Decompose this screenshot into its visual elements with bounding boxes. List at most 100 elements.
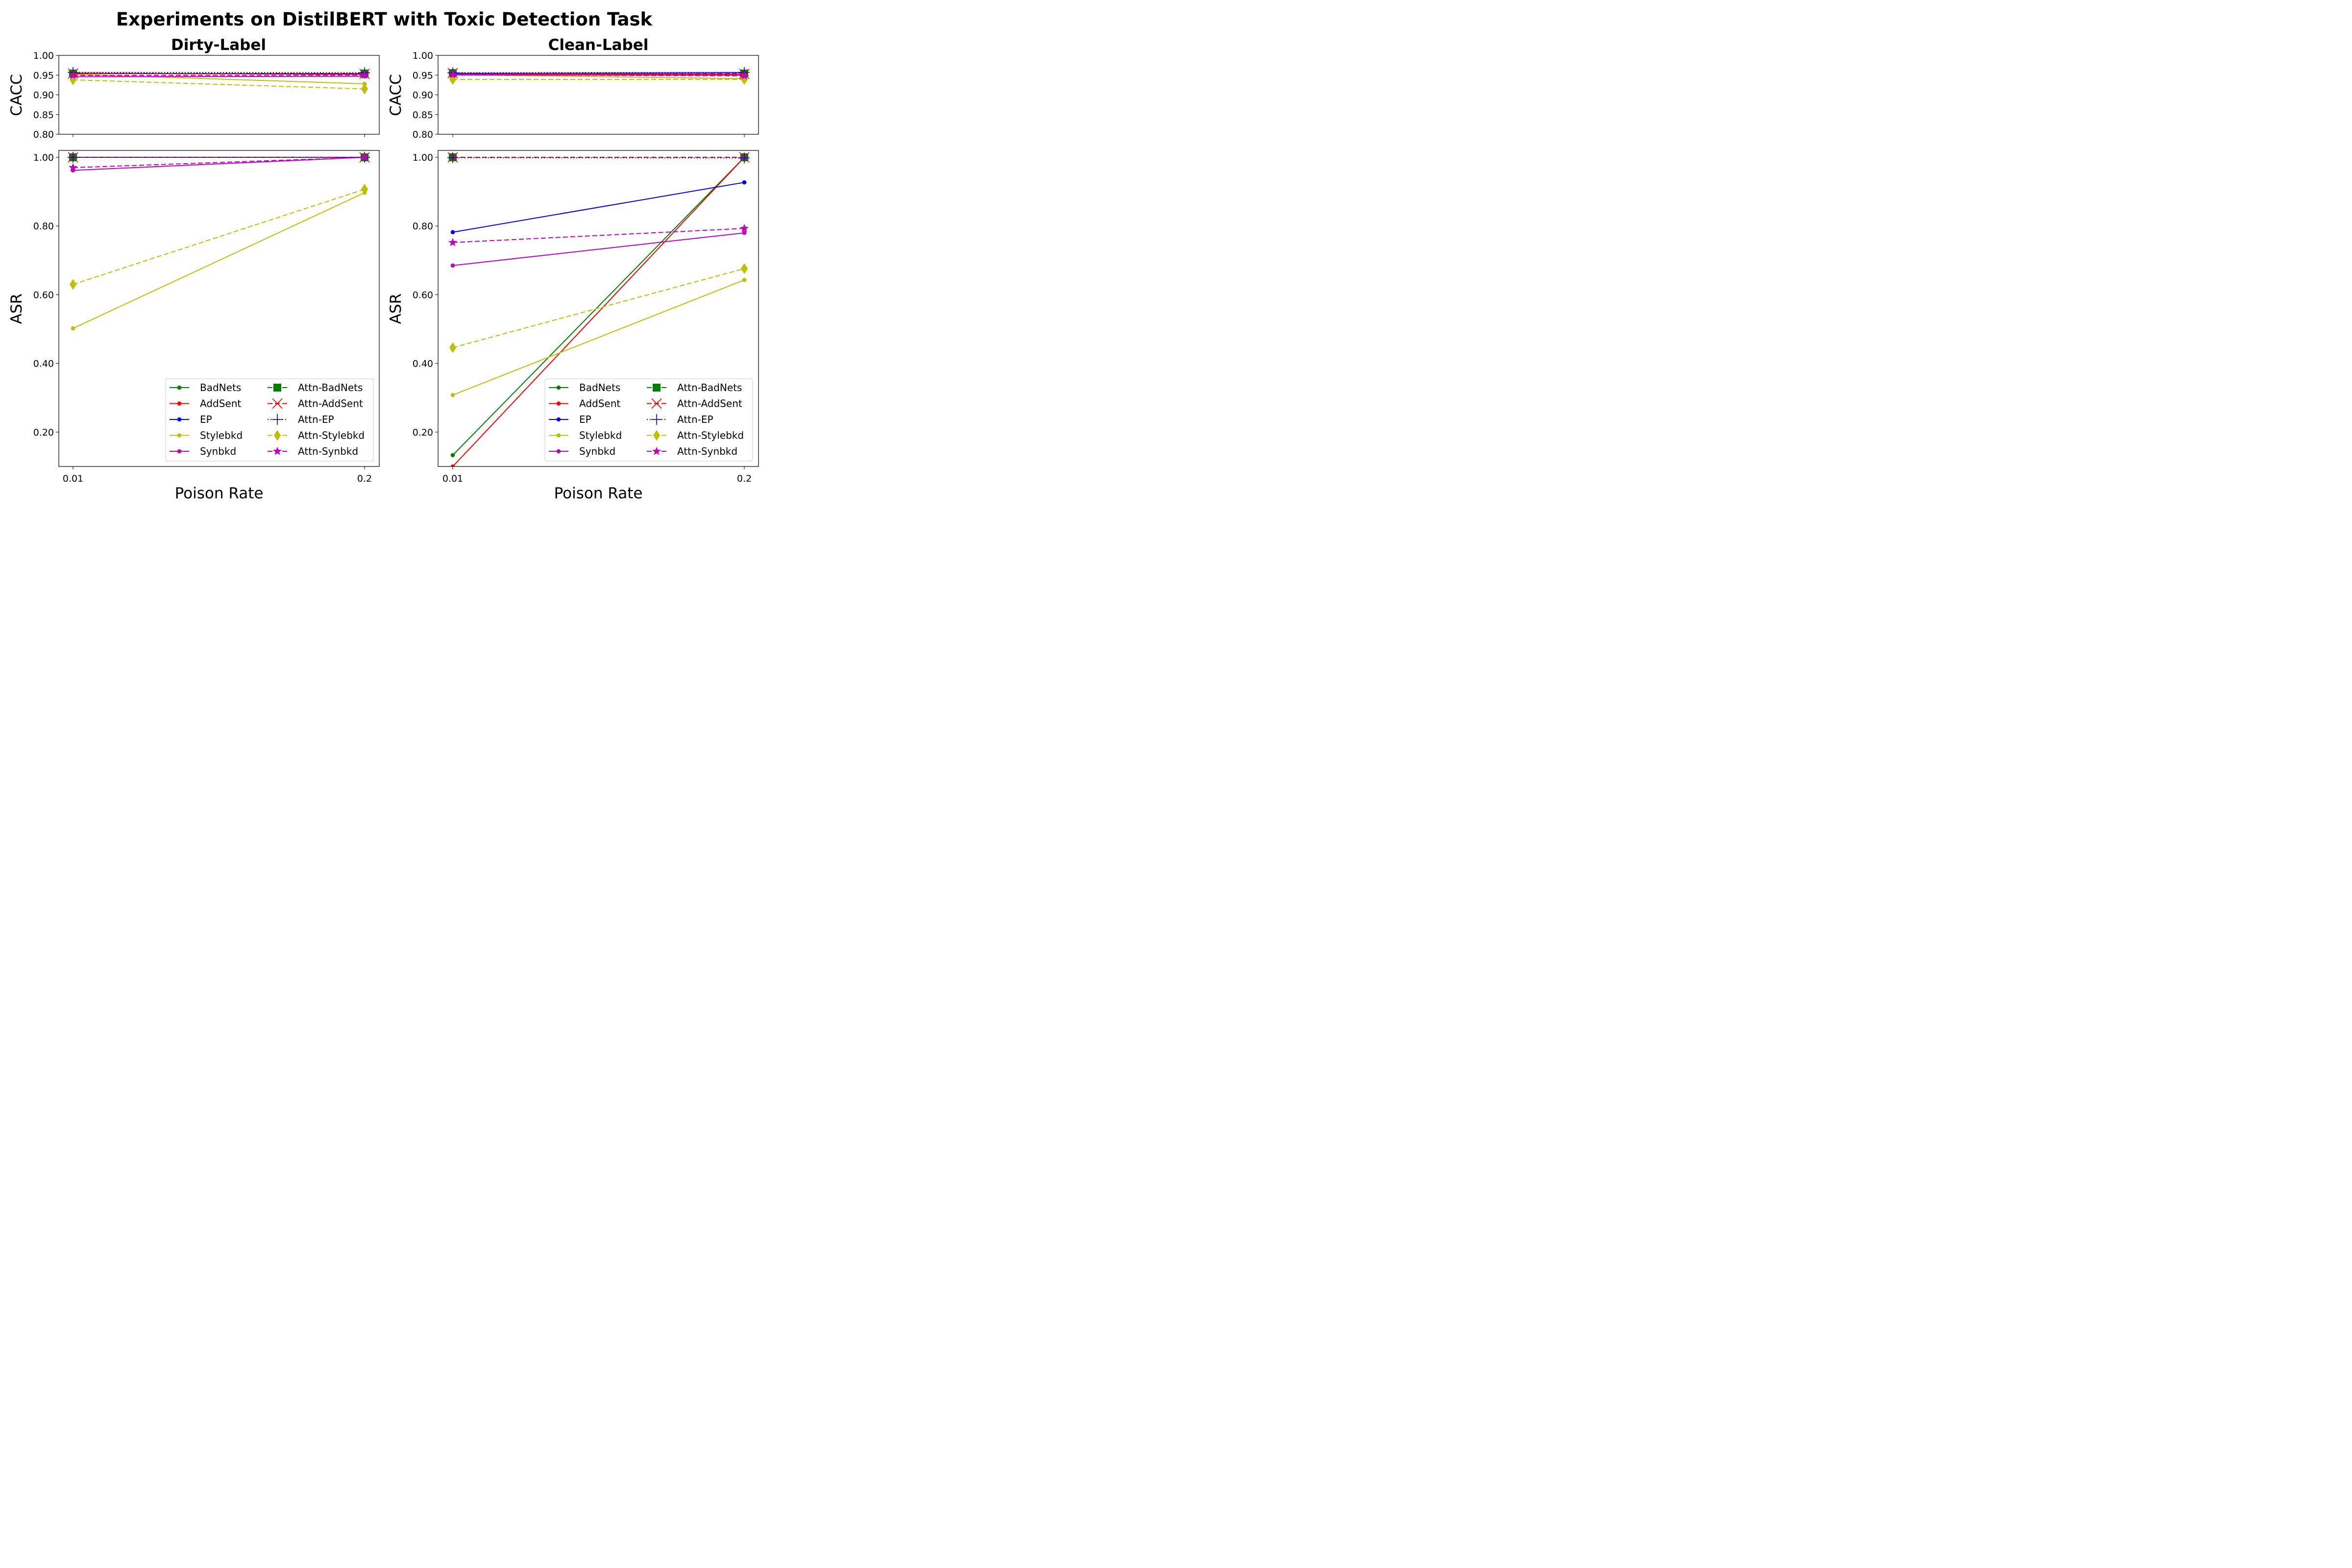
plot-area (68, 152, 370, 331)
y-tick-label: 0.20 (413, 427, 433, 438)
x-tick-label: 0.2 (357, 473, 372, 484)
series-attn-stylebkd (69, 74, 368, 95)
data-point (450, 464, 455, 466)
y-tick-label: 1.00 (413, 152, 433, 163)
legend-marker (556, 449, 561, 454)
data-point (450, 392, 455, 397)
legend: BadNets AddSent EP Stylebkd Synbkd Attn-BadNe… (165, 378, 374, 462)
series-line (452, 157, 745, 456)
data-point (450, 453, 455, 458)
data-point (360, 70, 369, 79)
legend-entry-attn-stylebkd: Attn-Stylebkd (268, 430, 365, 441)
legend-label: AddSent (200, 398, 241, 410)
series-line (452, 228, 745, 243)
legend-entry-attn-badnets: Attn-BadNets (647, 382, 742, 393)
legend-marker (556, 385, 561, 390)
x-tick-label: 0.01 (63, 473, 83, 484)
data-point (71, 326, 75, 331)
legend-label: Synbkd (200, 445, 236, 457)
y-tick-label: 0.90 (413, 90, 433, 101)
series-ep (71, 71, 367, 76)
series-line (73, 157, 365, 171)
legend-label: Attn-AddSent (677, 398, 742, 410)
y-tick-label: 0.60 (413, 290, 433, 300)
legend-marker (273, 446, 282, 455)
legend-label: Synbkd (579, 445, 615, 457)
x-tick-label: 0.01 (442, 473, 463, 484)
series-line (452, 73, 745, 74)
data-point (361, 184, 368, 195)
asr-axis-label: ASR (387, 294, 405, 324)
y-tick-label: 0.80 (33, 129, 54, 140)
legend-entry-ep: EP (170, 414, 212, 425)
data-point (361, 83, 368, 95)
data-point (742, 278, 747, 282)
data-point (448, 70, 457, 79)
legend-label: Attn-Stylebkd (677, 430, 744, 441)
legend-marker (651, 414, 662, 425)
legend-entry-stylebkd: Stylebkd (170, 430, 243, 441)
clean-label-asr-panel: 0.20 0.40 0.60 0.80 1.00 ASR 0.01 0.2 Poison Rat… (387, 150, 759, 502)
plot-area (68, 67, 370, 95)
legend-entry-attn-ep: Attn-EP (647, 414, 713, 425)
legend-entry-stylebkd: Stylebkd (549, 430, 622, 441)
legend-label: EP (200, 414, 212, 425)
legend-label: AddSent (579, 398, 620, 410)
legend-label: Stylebkd (200, 430, 243, 441)
legend-label: Attn-EP (298, 414, 334, 425)
asr-axis-label: ASR (8, 294, 25, 324)
data-point (742, 230, 747, 235)
series-line (452, 182, 745, 233)
series-attn-addsent (447, 152, 750, 163)
series-ep (71, 155, 367, 160)
data-point (447, 152, 458, 163)
data-point (69, 279, 77, 290)
series-attn-synbkd (448, 223, 749, 246)
y-tick-label: 1.00 (33, 50, 54, 61)
clean-label-cacc-panel: 0.80 0.85 0.90 0.95 1.00 CACC (387, 50, 759, 140)
legend-marker (556, 417, 561, 422)
legend-marker (273, 430, 281, 441)
data-point (69, 163, 77, 172)
legend-marker (272, 414, 283, 425)
legend: BadNets AddSent EP Stylebkd Synbkd Attn-BadNe… (544, 378, 753, 462)
legend-label: Attn-AddSent (298, 398, 363, 410)
data-point (740, 223, 749, 232)
series-attn-stylebkd (449, 263, 748, 353)
legend-label: Attn-Synbkd (677, 445, 737, 457)
legend-label: BadNets (200, 382, 241, 393)
y-tick-label: 0.20 (33, 427, 54, 438)
data-point (740, 71, 749, 80)
data-point (449, 342, 457, 353)
data-point (450, 263, 455, 268)
legend-marker (651, 398, 662, 409)
series-attn-synbkd (448, 70, 749, 80)
legend-entry-ep: EP (549, 414, 591, 425)
data-point (69, 71, 77, 79)
series-attn-stylebkd (69, 184, 368, 290)
y-tick-label: 0.85 (33, 110, 54, 121)
series-attn-synbkd (69, 70, 369, 79)
legend-entry-attn-ep: Attn-EP (268, 414, 334, 425)
y-tick-label: 0.90 (33, 90, 54, 101)
figure: Experiments on DistilBERT with Toxic Det… (8, 9, 759, 502)
legend-label: EP (579, 414, 591, 425)
data-point (68, 152, 78, 163)
y-tick-label: 0.40 (33, 359, 54, 369)
series-line (452, 279, 745, 396)
series-line (73, 189, 365, 285)
legend-entry-badnets: BadNets (549, 382, 620, 393)
clean-label-title: Clean-Label (548, 36, 649, 54)
legend-label: Attn-BadNets (677, 382, 742, 393)
data-point (448, 238, 457, 246)
legend-label: Attn-BadNets (298, 382, 363, 393)
series-ep (450, 180, 747, 235)
legend-marker (273, 384, 281, 392)
data-point (360, 152, 369, 161)
x-axis-label: Poison Rate (175, 485, 264, 502)
legend-entry-attn-synbkd: Attn-Synbkd (268, 445, 358, 457)
series-synbkd (450, 230, 747, 268)
y-tick-label: 0.85 (413, 110, 433, 121)
series-line (73, 192, 365, 329)
y-tick-label: 0.80 (413, 221, 433, 232)
